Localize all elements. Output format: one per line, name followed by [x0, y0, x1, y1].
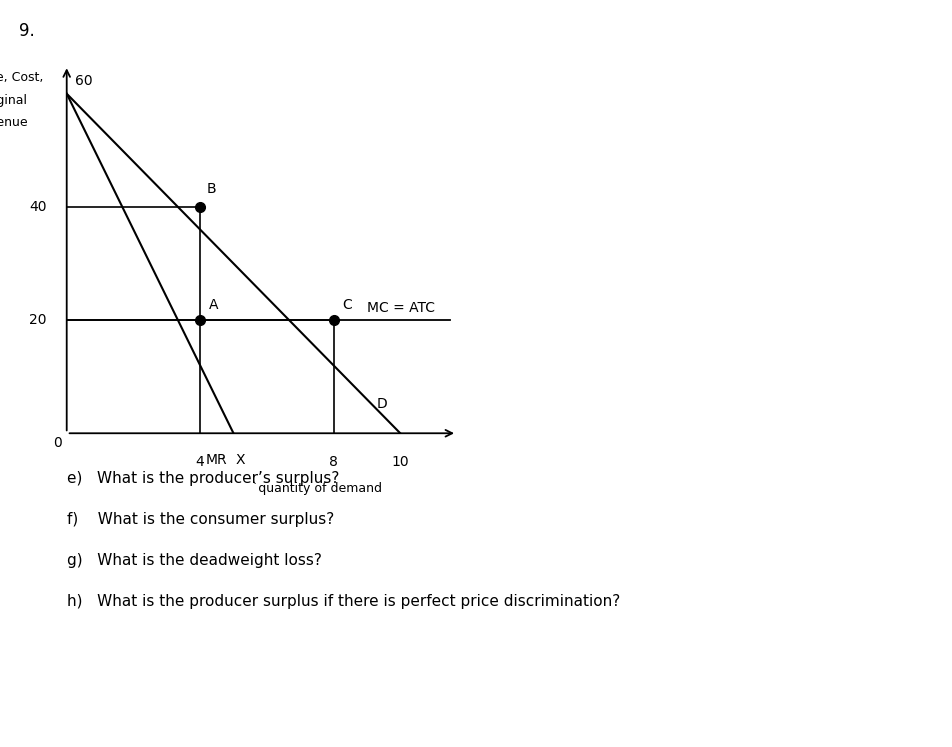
- Text: e)   What is the producer’s surplus?: e) What is the producer’s surplus?: [67, 471, 339, 486]
- Text: D: D: [376, 397, 387, 411]
- Text: 40: 40: [30, 200, 47, 214]
- Text: 20: 20: [30, 313, 47, 327]
- Text: h)   What is the producer surplus if there is perfect price discrimination?: h) What is the producer surplus if there…: [67, 594, 620, 609]
- Text: 9.: 9.: [19, 22, 35, 40]
- Text: Revenue: Revenue: [0, 117, 28, 129]
- Text: MR: MR: [205, 453, 227, 468]
- Text: MC = ATC: MC = ATC: [367, 300, 434, 314]
- Text: 4: 4: [195, 455, 205, 469]
- Text: 60: 60: [75, 74, 92, 88]
- Text: A: A: [208, 298, 218, 311]
- Text: X: X: [235, 453, 245, 468]
- Text: `quantity of demand: `quantity of demand: [251, 481, 382, 495]
- Text: Marginal: Marginal: [0, 93, 28, 107]
- Text: C: C: [342, 298, 351, 311]
- Text: 0: 0: [53, 436, 62, 450]
- Text: Price, Cost,: Price, Cost,: [0, 71, 44, 84]
- Text: f)    What is the consumer surplus?: f) What is the consumer surplus?: [67, 512, 333, 527]
- Text: B: B: [207, 182, 216, 196]
- Text: 10: 10: [391, 455, 408, 469]
- Text: 8: 8: [328, 455, 338, 469]
- Text: g)   What is the deadweight loss?: g) What is the deadweight loss?: [67, 553, 321, 568]
